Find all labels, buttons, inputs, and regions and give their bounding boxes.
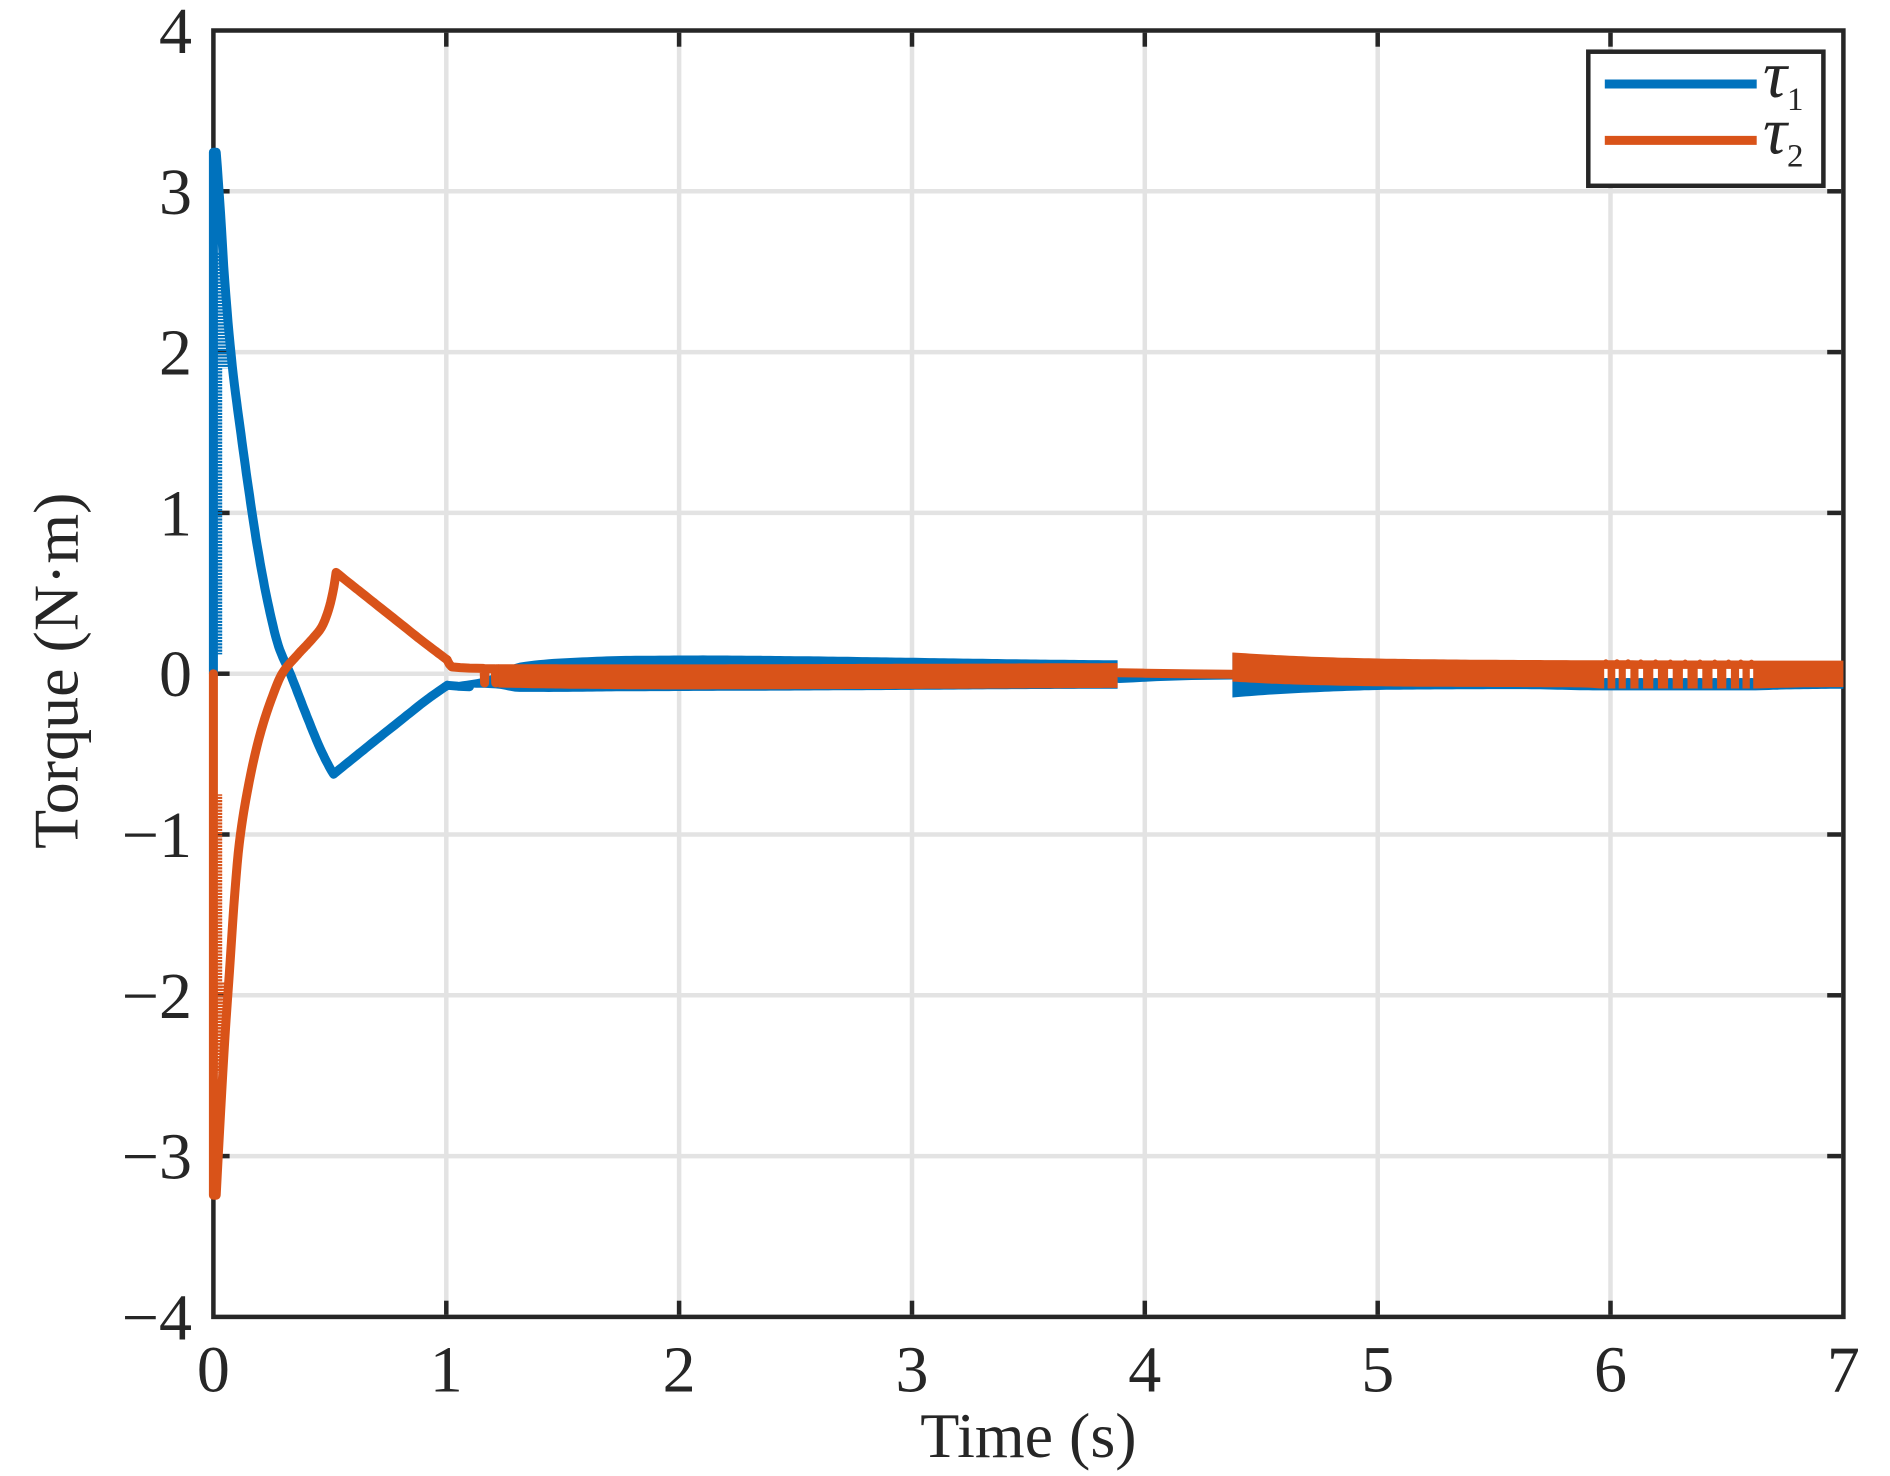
svg-text:1: 1 xyxy=(159,477,192,550)
svg-text:−1: −1 xyxy=(122,799,192,872)
svg-text:3: 3 xyxy=(159,156,192,229)
svg-text:−2: −2 xyxy=(122,960,192,1033)
svg-text:−4: −4 xyxy=(122,1281,192,1354)
svg-text:0: 0 xyxy=(159,638,192,711)
svg-text:7: 7 xyxy=(1827,1334,1860,1407)
svg-text:3: 3 xyxy=(896,1334,929,1407)
svg-text:Time (s): Time (s) xyxy=(920,1400,1136,1471)
svg-text:2: 2 xyxy=(663,1334,696,1407)
svg-text:−3: −3 xyxy=(122,1121,192,1194)
svg-text:1: 1 xyxy=(430,1334,463,1407)
svg-text:2: 2 xyxy=(159,317,192,390)
svg-text:4: 4 xyxy=(159,0,192,68)
svg-text:4: 4 xyxy=(1128,1334,1161,1407)
svg-text:Torque (N·m): Torque (N·m) xyxy=(21,493,92,849)
svg-text:5: 5 xyxy=(1361,1334,1394,1407)
svg-text:6: 6 xyxy=(1594,1334,1627,1407)
svg-text:0: 0 xyxy=(197,1334,230,1407)
